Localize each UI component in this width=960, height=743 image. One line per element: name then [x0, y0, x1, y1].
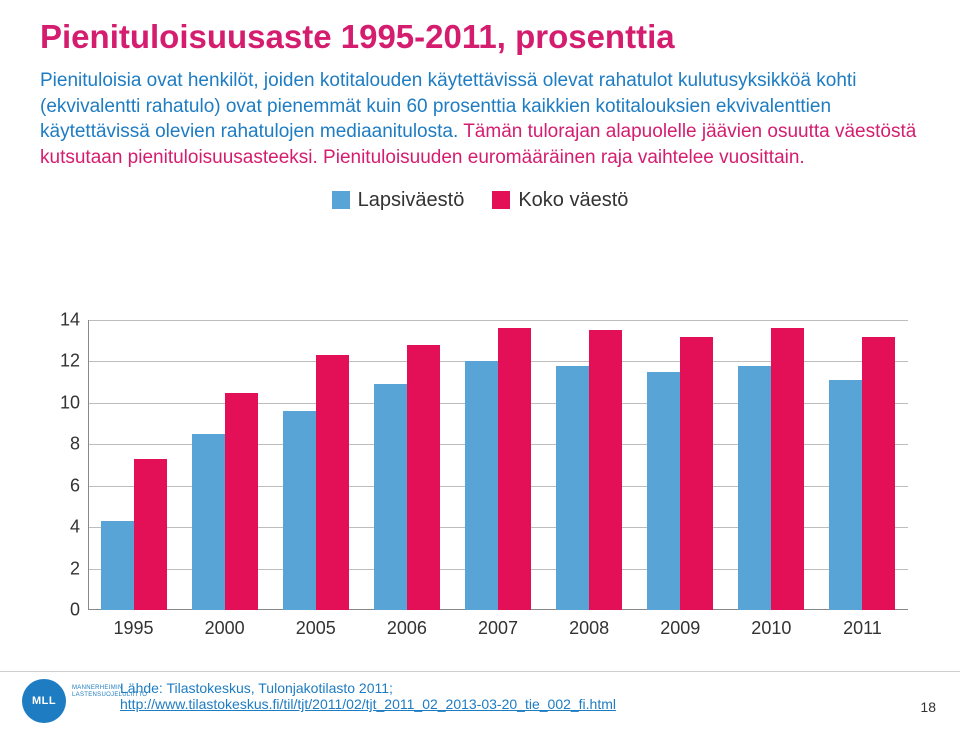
y-tick: 4 — [40, 517, 80, 538]
logo-long-1: MANNERHEIMIN — [72, 685, 123, 691]
logo-long-2: LASTENSUOJELULIITTO — [72, 692, 147, 698]
x-tick: 2005 — [296, 618, 336, 639]
bar — [556, 366, 589, 610]
bar — [407, 345, 440, 610]
x-tick: 1995 — [114, 618, 154, 639]
logo-short: MLL — [32, 695, 56, 707]
footer: Lähde: Tilastokeskus, Tulonjakotilasto 2… — [0, 671, 960, 743]
source-link[interactable]: http://www.tilastokeskus.fi/til/tjt/2011… — [120, 696, 920, 712]
bar — [192, 434, 225, 610]
x-tick: 2010 — [751, 618, 791, 639]
bar-group — [374, 345, 440, 610]
bar — [862, 337, 895, 610]
y-tick: 14 — [40, 310, 80, 331]
bar — [647, 372, 680, 610]
chart-legend: Lapsiväestö Koko väestö — [0, 189, 960, 212]
logo: MLL MANNERHEIMIN LASTENSUOJELULIITTO — [22, 679, 106, 733]
bar — [101, 521, 134, 610]
y-tick: 12 — [40, 351, 80, 372]
y-tick: 6 — [40, 475, 80, 496]
bar-group — [192, 393, 258, 611]
source-label: Lähde: Tilastokeskus, Tulonjakotilasto 2… — [120, 680, 920, 696]
intro-text: Pienituloisia ovat henkilöt, joiden koti… — [0, 56, 960, 171]
bar — [374, 384, 407, 610]
bar-group — [101, 459, 167, 610]
legend-item: Koko väestö — [492, 189, 628, 212]
bar — [738, 366, 771, 610]
bar — [465, 361, 498, 610]
legend-item: Lapsiväestö — [332, 189, 465, 212]
logo-circle: MLL — [22, 679, 66, 723]
bar — [134, 459, 167, 610]
bar-group — [738, 328, 804, 610]
bar — [225, 393, 258, 611]
y-tick: 10 — [40, 392, 80, 413]
bar — [771, 328, 804, 610]
x-tick: 2007 — [478, 618, 518, 639]
bar — [498, 328, 531, 610]
x-tick: 2006 — [387, 618, 427, 639]
bar — [680, 337, 713, 610]
y-tick: 2 — [40, 558, 80, 579]
legend-label: Lapsiväestö — [358, 189, 465, 212]
page-title: Pienituloisuusaste 1995-2011, prosenttia — [0, 0, 960, 56]
bar — [283, 411, 316, 610]
y-tick: 8 — [40, 434, 80, 455]
bar-group — [829, 337, 895, 610]
bar-group — [283, 355, 349, 610]
bar — [589, 330, 622, 610]
logo-long: MANNERHEIMIN LASTENSUOJELULIITTO — [72, 685, 147, 698]
x-tick: 2000 — [205, 618, 245, 639]
legend-label: Koko väestö — [518, 189, 628, 212]
bar-chart: 0246810121419952000200520062007200820092… — [40, 320, 920, 650]
legend-swatch — [332, 191, 350, 209]
bar-group — [647, 337, 713, 610]
bar-group — [465, 328, 531, 610]
bar-group — [556, 330, 622, 610]
bar — [316, 355, 349, 610]
x-tick: 2008 — [569, 618, 609, 639]
x-tick: 2011 — [843, 618, 882, 639]
page-number: 18 — [920, 699, 936, 715]
bar — [829, 380, 862, 610]
y-tick: 0 — [40, 600, 80, 621]
grid-line — [89, 320, 908, 321]
x-tick: 2009 — [660, 618, 700, 639]
legend-swatch — [492, 191, 510, 209]
